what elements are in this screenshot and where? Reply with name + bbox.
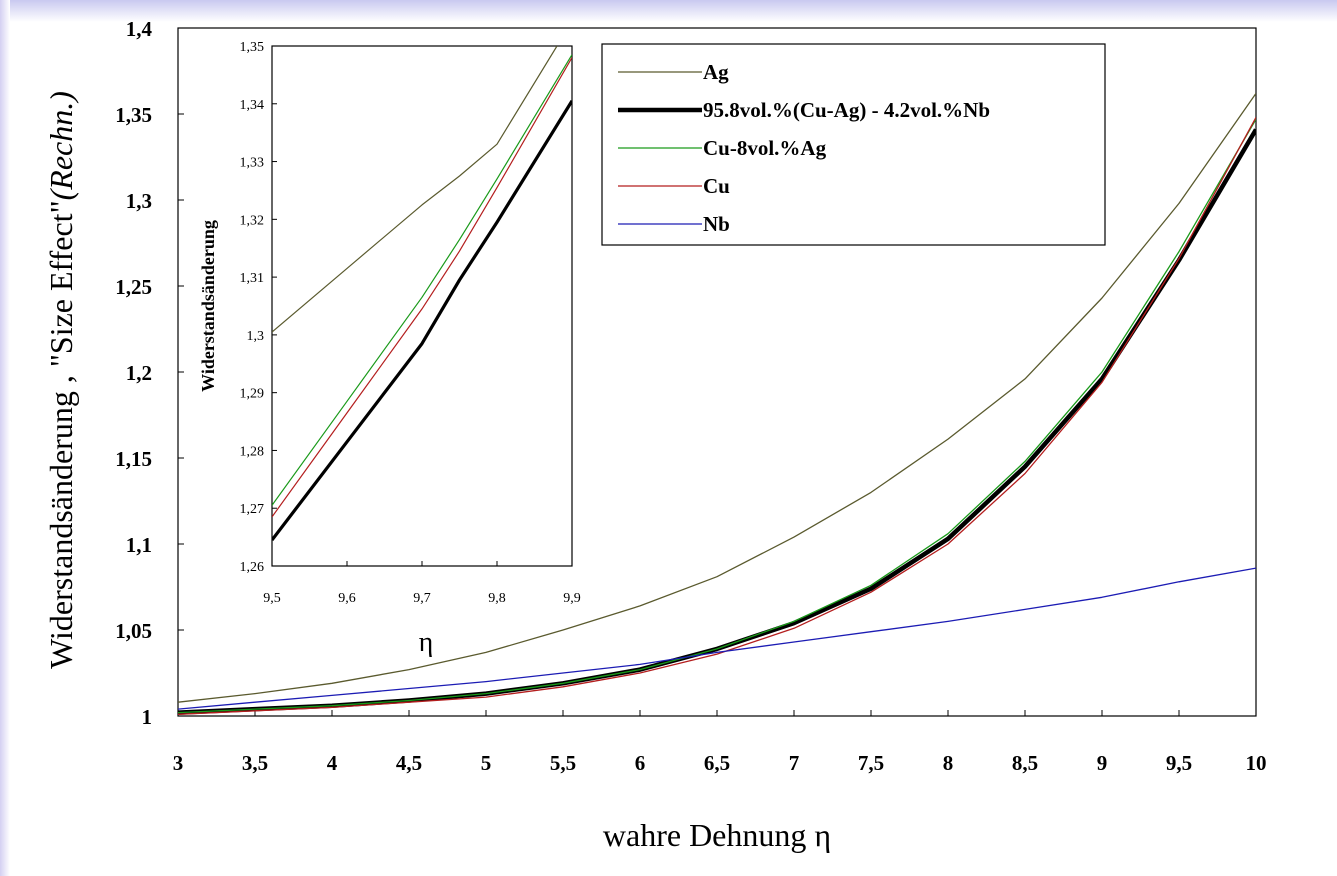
main-x-tick-label: 5,5 — [550, 751, 576, 775]
main-x-tick-label: 4,5 — [396, 751, 422, 775]
main-x-tick-label: 9 — [1097, 751, 1108, 775]
inset-plot-frame — [271, 45, 573, 567]
main-y-tick-label: 1,15 — [115, 447, 152, 471]
main-y-tick-label: 1,1 — [126, 533, 152, 557]
main-x-tick-label: 5 — [481, 751, 492, 775]
main-x-tick-label: 10 — [1246, 751, 1267, 775]
main-y-axis-label: Widerstandsänderung , "Size Effect"(Rech… — [43, 91, 79, 669]
inset-y-tick-label: 1,26 — [240, 560, 265, 575]
main-y-tick-label: 1,4 — [126, 17, 153, 41]
legend-label-cu: Cu — [703, 174, 730, 198]
main-x-tick-label: 9,5 — [1166, 751, 1192, 775]
legend-label-95-8vol-cu-ag-4-2vol-nb: 95.8vol.%(Cu-Ag) - 4.2vol.%Nb — [703, 98, 990, 122]
inset-x-tick-label: 9,6 — [338, 591, 356, 606]
inset-y-tick-label: 1,31 — [240, 271, 265, 286]
main-y-tick-label: 1,2 — [126, 361, 152, 385]
inset-y-tick-label: 1,35 — [240, 40, 265, 55]
main-x-tick-label: 6 — [635, 751, 646, 775]
main-x-tick-label: 6,5 — [704, 751, 730, 775]
inset-y-tick-label: 1,32 — [240, 213, 265, 228]
inset-series-line-cu-8vol-ag — [272, 54, 572, 506]
inset-series-line-95-8vol-cu-ag-4-2vol-nb — [272, 100, 572, 541]
main-x-tick-label: 7,5 — [858, 751, 884, 775]
main-series-line-cu-8vol-ag — [178, 118, 1256, 714]
main-x-tick-label: 8,5 — [1012, 751, 1038, 775]
inset-y-tick-label: 1,28 — [240, 444, 265, 459]
legend-label-nb: Nb — [703, 212, 730, 236]
main-x-tick-label: 3,5 — [242, 751, 268, 775]
main-x-tick-label: 3 — [173, 751, 184, 775]
main-y-tick-label: 1,35 — [115, 103, 152, 127]
inset-x-tick-label: 9,5 — [263, 591, 281, 606]
main-y-tick-label: 1,25 — [115, 275, 152, 299]
inset-x-tick-label: 9,9 — [563, 591, 581, 606]
inset-series-line-ag — [272, 46, 558, 333]
legend-box — [601, 43, 1106, 246]
inset-y-tick-label: 1,27 — [240, 502, 265, 517]
main-x-axis-label: wahre Dehnung η — [603, 817, 831, 853]
inset-x-axis-label: η — [419, 627, 434, 658]
main-y-axis-label-suffix: (Rechn.) — [43, 91, 79, 200]
main-y-tick-label: 1,3 — [126, 189, 152, 213]
inset-x-tick-label: 9,8 — [488, 591, 506, 606]
main-series-line-cu — [178, 117, 1256, 715]
inset-y-tick-label: 1,34 — [240, 98, 265, 113]
eta-symbol: η — [814, 817, 831, 853]
legend-label-cu-8vol-ag: Cu-8vol.%Ag — [703, 136, 827, 160]
inset-x-tick-label: 9,7 — [413, 591, 431, 606]
main-x-tick-label: 8 — [943, 751, 954, 775]
main-x-tick-label: 4 — [327, 751, 338, 775]
main-x-tick-label: 7 — [789, 751, 800, 775]
inset-y-tick-label: 1,3 — [247, 329, 265, 344]
inset-y-tick-label: 1,33 — [240, 156, 265, 171]
main-y-tick-label: 1,05 — [115, 619, 152, 643]
main-series-line-nb — [178, 567, 1256, 710]
main-x-axis-label-text: wahre Dehnung — [603, 817, 814, 853]
inset-series-line-cu — [272, 57, 572, 518]
inset-y-tick-label: 1,29 — [240, 387, 265, 402]
inset-y-axis-label: Widerstandsänderung — [198, 220, 218, 392]
legend-label-ag: Ag — [703, 60, 729, 84]
left-gradient-band — [0, 0, 10, 876]
main-y-tick-label: 1 — [142, 705, 153, 729]
top-gradient-band — [0, 0, 1337, 22]
main-series-line-ag — [178, 93, 1256, 703]
main-y-axis-label-text: Widerstandsänderung , "Size Effect" — [43, 200, 79, 669]
